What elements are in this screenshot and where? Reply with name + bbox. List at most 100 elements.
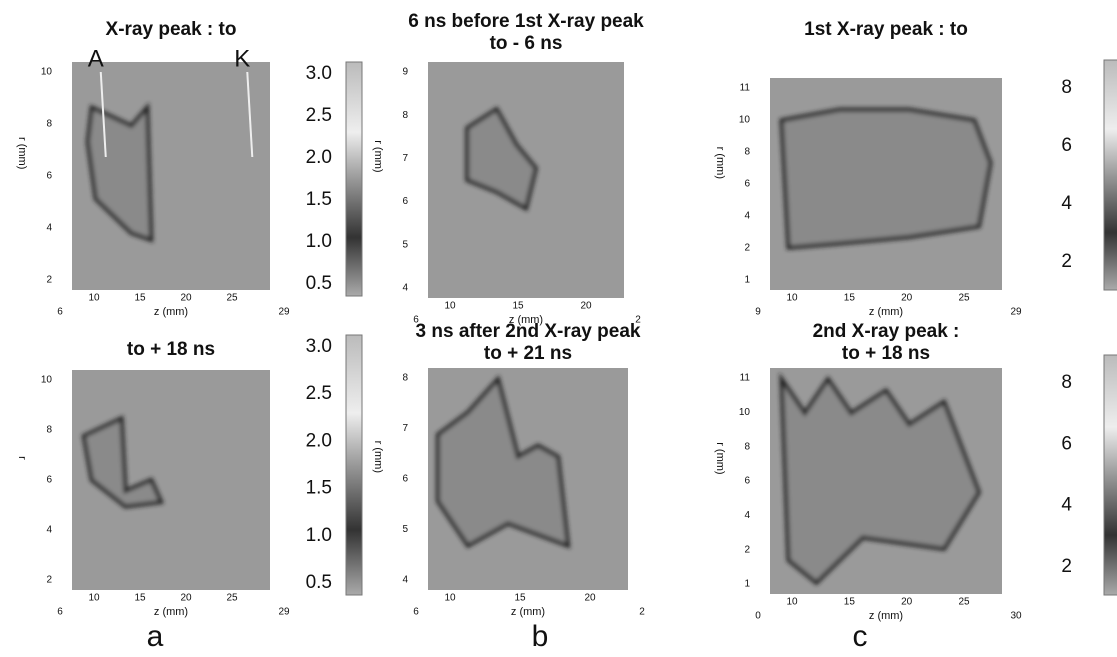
x-tick-label: 25 — [226, 293, 238, 304]
y-tick-label: 5 — [402, 524, 408, 535]
colorbar-tick-label: 2 — [1061, 251, 1072, 272]
x-end-label: 2 — [635, 315, 641, 326]
x-tick-label: 15 — [512, 301, 524, 312]
x-tick-label: 25 — [226, 593, 238, 604]
y-tick-label: 4 — [402, 283, 408, 294]
y-tick-label: 1 — [744, 275, 750, 286]
panel-title: to + 21 ns — [484, 343, 572, 364]
panel-title: 2nd X-ray peak : — [813, 321, 960, 342]
x-end-label: 6 — [413, 315, 419, 326]
y-tick-label: 7 — [402, 423, 408, 434]
colorbar-tick-label: 3.0 — [306, 336, 332, 357]
colorbar — [1103, 354, 1117, 596]
x-tick-label: 10 — [786, 293, 798, 304]
x-end-label: 30 — [1010, 611, 1022, 622]
x-tick-label: 15 — [134, 293, 146, 304]
y-tick-label: 6 — [402, 196, 408, 207]
y-tick-label: 4 — [46, 223, 52, 234]
panel-title: to - 6 ns — [490, 33, 563, 54]
y-tick-label: 2 — [46, 575, 52, 586]
colorbar — [345, 334, 363, 596]
colorbar-tick-label: 2.5 — [306, 383, 332, 404]
contour — [85, 102, 154, 243]
x-tick-label: 15 — [514, 593, 526, 604]
y-tick-label: 10 — [41, 375, 53, 386]
colorbar-tick-label: 2.0 — [306, 147, 332, 168]
colorbar-tick-label: 0.5 — [306, 273, 332, 294]
contour — [81, 415, 165, 509]
x-tick-label: 25 — [958, 293, 970, 304]
x-end-label: 29 — [278, 307, 290, 318]
x-end-label: 9 — [755, 307, 761, 318]
x-tick-label: 20 — [180, 293, 192, 304]
x-tick-label: 10 — [444, 301, 456, 312]
colorbar-tick-label: 2 — [1061, 556, 1072, 577]
y-tick-label: 4 — [402, 575, 408, 586]
colorbar-tick-label: 2.5 — [306, 105, 332, 126]
colorbar-tick-label: 0.5 — [306, 572, 332, 593]
column-label: a — [147, 620, 164, 652]
y-tick-label: 8 — [744, 441, 750, 452]
y-tick-label: 10 — [739, 407, 751, 418]
colorbar-tick-label: 8 — [1061, 77, 1072, 98]
x-tick-label: 15 — [134, 593, 146, 604]
colorbar — [1103, 59, 1117, 291]
contour — [779, 372, 982, 586]
x-tick-label: 25 — [958, 597, 970, 608]
marker-label: A — [88, 45, 104, 72]
y-tick-label: 6 — [402, 474, 408, 485]
y-tick-label: 8 — [402, 373, 408, 384]
x-tick-label: 20 — [584, 593, 596, 604]
x-axis-label: z (mm) — [154, 606, 188, 618]
y-tick-label: 1 — [744, 579, 750, 590]
contour — [436, 374, 571, 549]
marker-label: K — [234, 45, 250, 72]
marker-arrow — [246, 71, 254, 158]
y-tick-label: 4 — [744, 510, 750, 521]
x-tick-label: 10 — [786, 597, 798, 608]
y-tick-label: 6 — [744, 179, 750, 190]
x-end-label: 6 — [413, 607, 419, 618]
y-tick-label: 7 — [402, 153, 408, 164]
y-tick-label: 11 — [740, 83, 751, 94]
x-tick-label: 20 — [901, 597, 913, 608]
y-axis-label: r (mm) — [16, 137, 28, 169]
y-axis-label: r (mm) — [714, 147, 726, 179]
panel-title: X-ray peak : to — [106, 19, 237, 40]
x-tick-label: 10 — [444, 593, 456, 604]
y-tick-label: 8 — [744, 147, 750, 158]
colorbar-tick-label: 4 — [1061, 193, 1072, 214]
y-tick-label: 2 — [744, 243, 750, 254]
y-tick-label: 6 — [744, 476, 750, 487]
y-tick-label: 10 — [41, 67, 53, 78]
colorbar-tick-label: 3.0 — [306, 63, 332, 84]
panel-title: 6 ns before 1st X-ray peak — [408, 11, 644, 32]
colorbar-tick-label: 1.5 — [306, 478, 332, 499]
x-tick-label: 20 — [180, 593, 192, 604]
column-label: b — [532, 620, 549, 652]
x-axis-label: z (mm) — [869, 610, 903, 622]
colorbar-tick-label: 8 — [1061, 372, 1072, 393]
x-axis-label: z (mm) — [511, 606, 545, 618]
x-end-label: 6 — [57, 607, 63, 618]
x-end-label: 0 — [755, 611, 761, 622]
colorbar-tick-label: 1.5 — [306, 189, 332, 210]
marker-arrow — [99, 71, 107, 158]
y-axis-label: r (mm) — [372, 140, 384, 172]
y-axis-label: r (mm) — [714, 442, 726, 474]
y-tick-label: 5 — [402, 239, 408, 250]
colorbar-tick-label: 1.0 — [306, 525, 332, 546]
x-tick-label: 15 — [844, 293, 856, 304]
y-tick-label: 4 — [46, 525, 52, 536]
panel-title: 1st X-ray peak : to — [804, 19, 968, 40]
x-end-label: 29 — [278, 607, 290, 618]
y-tick-label: 8 — [402, 110, 408, 121]
x-tick-label: 15 — [844, 597, 856, 608]
colorbar-tick-label: 6 — [1061, 433, 1072, 454]
y-tick-label: 4 — [744, 211, 750, 222]
x-tick-label: 10 — [88, 593, 100, 604]
colorbar-tick-label: 2.0 — [306, 430, 332, 451]
y-tick-label: 10 — [739, 115, 751, 126]
panel-title: to + 18 ns — [127, 339, 215, 360]
